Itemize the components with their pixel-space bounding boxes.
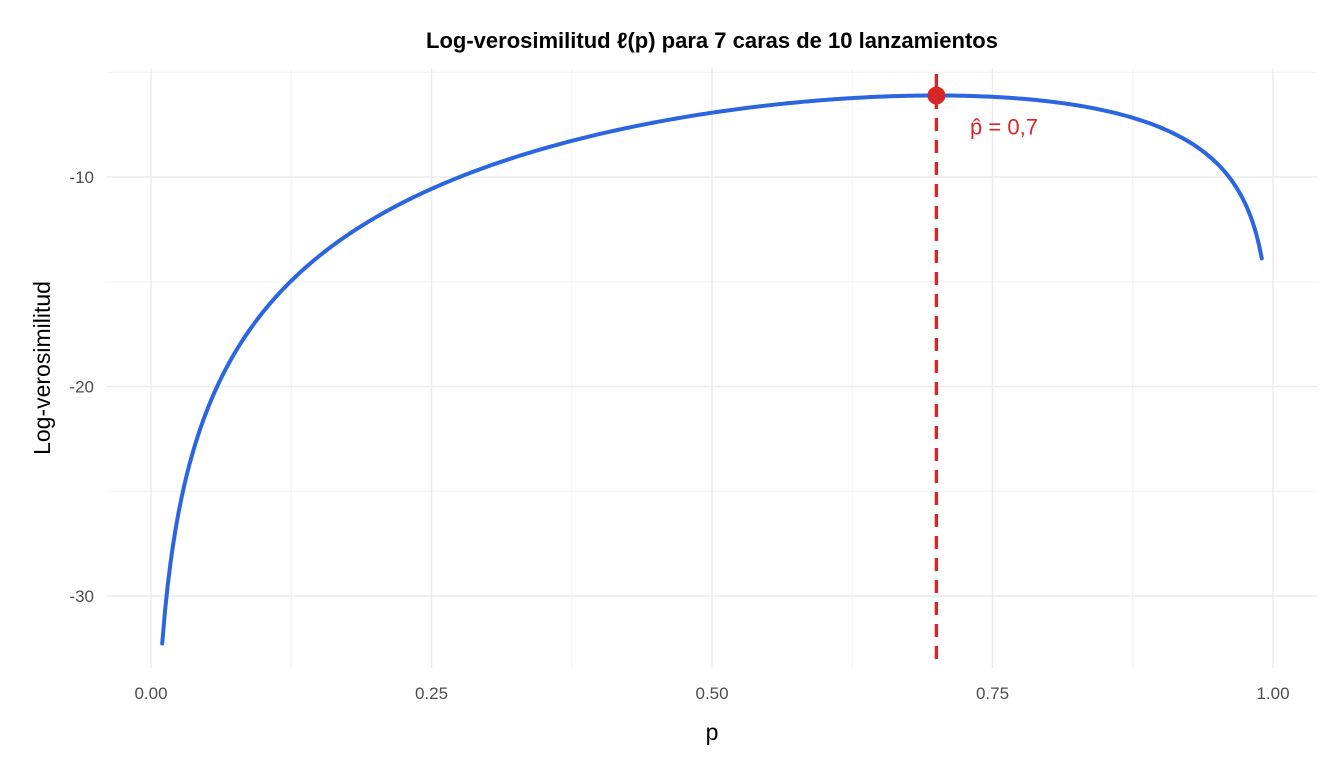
mle-point	[927, 86, 946, 105]
mle-annotation: p̂ = 0,7	[970, 115, 1038, 140]
plot-marks: p̂ = 0,7	[160, 74, 1264, 668]
y-tick-label: -20	[69, 378, 94, 397]
log-likelihood-curve	[160, 93, 1264, 646]
y-tick-label: -10	[69, 168, 94, 187]
major-grid	[107, 68, 1317, 668]
x-axis-label: p	[706, 719, 719, 745]
x-tick-label: 0.00	[134, 684, 167, 703]
x-tick-label: 0.50	[695, 684, 728, 703]
tick-labels: 0.00 0.25 0.50 0.75 1.00 -10 -20 -30	[69, 168, 1289, 703]
y-axis-label: Log-verosimilitud	[29, 281, 55, 455]
y-tick-label: -30	[69, 587, 94, 606]
x-tick-label: 0.75	[976, 684, 1009, 703]
chart-title: Log-verosimilitud ℓ(p) para 7 caras de 1…	[426, 28, 998, 53]
x-tick-label: 1.00	[1256, 684, 1289, 703]
x-tick-label: 0.25	[415, 684, 448, 703]
